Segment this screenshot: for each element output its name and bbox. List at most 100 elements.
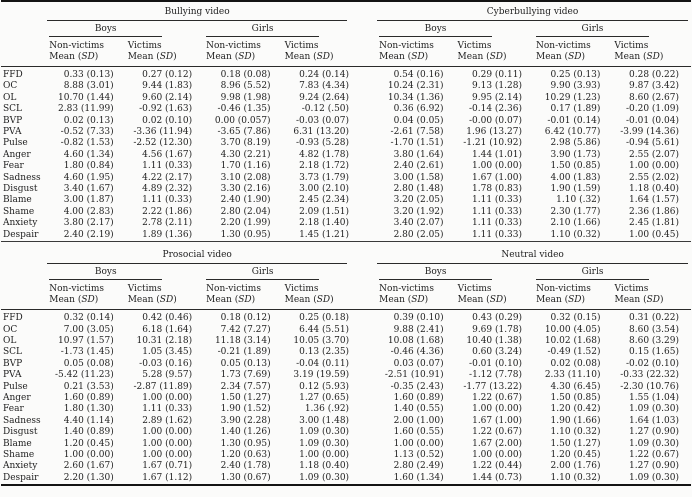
column-gap bbox=[361, 127, 377, 138]
value-cell: 1.22 (0.67) bbox=[472, 392, 523, 403]
value-cell: 1.60 (0.89) bbox=[63, 392, 114, 403]
table-row: FFD 0.32 (0.14) 0.42 (0.46) 0.18 (0.12) 0.25… bbox=[1, 310, 691, 325]
value-cell: 2.00 (1.76) bbox=[550, 461, 601, 472]
column-gap bbox=[361, 150, 377, 161]
value-cell: 2.20 (1.30) bbox=[63, 472, 114, 483]
table-row: Sadness 4.40 (1.14) 2.89 (1.62) 3.90 (2.28)… bbox=[1, 416, 691, 427]
value-cell: 3.19 (19.59) bbox=[293, 370, 350, 381]
column-header-row: Non-victims Mean (SD) Victims Mean (SD) No… bbox=[1, 37, 691, 67]
value-cell: 1.13 (0.52) bbox=[393, 449, 444, 460]
value-cell: 1.11 (0.33) bbox=[142, 161, 193, 172]
row-label: Pulse bbox=[3, 381, 28, 392]
value-cell: 3.70 (8.19) bbox=[220, 138, 271, 149]
value-cell: 1.67 (2.00) bbox=[472, 438, 523, 449]
table-row: OC 7.00 (3.05) 6.18 (1.64) 7.42 (7.27) 6.44 … bbox=[1, 325, 691, 336]
value-cell: -0.94 (5.61) bbox=[625, 138, 679, 149]
table-row: Fear 1.80 (0.84) 1.11 (0.33) 1.70 (1.16) 2.1… bbox=[1, 161, 691, 172]
value-cell: 1.70 (1.16) bbox=[220, 161, 271, 172]
value-cell: 3.00 (2.10) bbox=[299, 184, 350, 195]
column-gap bbox=[361, 1, 377, 21]
row-label: Anxiety bbox=[3, 461, 38, 472]
column-header-nonvictims: Non-victims Mean (SD) bbox=[204, 37, 283, 67]
value-cell: 10.40 (1.38) bbox=[466, 335, 523, 346]
column-header-nonvictims: Non-victims Mean (SD) bbox=[534, 280, 613, 311]
value-cell: 4.22 (2.17) bbox=[142, 172, 193, 183]
value-cell: 1.11 (0.33) bbox=[142, 404, 193, 415]
column-gap bbox=[361, 242, 377, 264]
value-cell: -0.00 (0.07) bbox=[468, 115, 522, 126]
column-header-row: Non-victims Mean (SD) Victims Mean (SD) No… bbox=[1, 280, 691, 311]
value-cell: -0.93 (5.28) bbox=[296, 138, 350, 149]
value-cell: 1.44 (1.01) bbox=[472, 149, 522, 160]
column-header-nonvictims: Non-victims Mean (SD) bbox=[204, 280, 283, 311]
value-cell: 1.18 (0.40) bbox=[299, 461, 350, 472]
column-header-nonvictims: Non-victims Mean (SD) bbox=[47, 37, 126, 67]
row-label: Despair bbox=[3, 472, 39, 483]
column-gap bbox=[361, 280, 378, 311]
column-gap bbox=[361, 104, 377, 115]
value-cell: 2.45 (2.34) bbox=[299, 195, 350, 206]
row-label: BVP bbox=[3, 358, 23, 369]
row-label: FFD bbox=[3, 70, 23, 80]
value-cell: 1.27 (0.90) bbox=[629, 427, 679, 438]
value-cell: -2.51 (10.91) bbox=[384, 370, 444, 381]
value-cell: 1.00 (0.00) bbox=[472, 404, 523, 415]
column-header-nonvictims: Non-victims Mean (SD) bbox=[533, 37, 613, 67]
value-cell: 2.18 (1.72) bbox=[299, 161, 350, 172]
value-cell: 1.60 (1.34) bbox=[393, 472, 444, 483]
value-cell: 1.80 (0.84) bbox=[63, 161, 114, 172]
column-gap bbox=[361, 264, 377, 280]
value-cell: 9.87 (3.42) bbox=[629, 81, 679, 92]
column-gap bbox=[361, 427, 377, 438]
table-row: Sadness 4.60 (1.95) 4.22 (2.17) 3.10 (2.08)… bbox=[1, 173, 691, 184]
value-cell: 1.67 (0.71) bbox=[142, 461, 193, 472]
row-label: Shame bbox=[3, 206, 35, 217]
value-cell: 0.00 (0.057) bbox=[214, 115, 271, 126]
value-cell: 7.00 (3.05) bbox=[63, 324, 114, 335]
table-row: Despair 2.40 (2.19) 1.89 (1.36) 1.30 (0.95)… bbox=[1, 230, 691, 242]
table-row: Disgust 3.40 (1.67) 4.89 (2.32) 3.30 (2.16)… bbox=[1, 184, 691, 195]
value-cell: 1.10 (0.32) bbox=[550, 427, 601, 438]
value-cell: 3.20 (2.05) bbox=[393, 195, 444, 206]
value-cell: 2.89 (1.62) bbox=[142, 415, 193, 426]
value-cell: 1.90 (1.59) bbox=[550, 184, 601, 195]
column-gap bbox=[361, 404, 377, 415]
table-row: Anxiety 2.60 (1.67) 1.67 (0.71) 2.40 (1.78)… bbox=[1, 461, 691, 472]
value-cell: 0.05 (0.13) bbox=[220, 358, 271, 369]
value-cell: 0.03 (0.07) bbox=[393, 358, 444, 369]
row-label: Sadness bbox=[3, 172, 41, 183]
value-cell: 0.18 (0.12) bbox=[220, 313, 271, 324]
value-cell: 4.00 (1.83) bbox=[550, 172, 601, 183]
value-cell: 0.54 (0.16) bbox=[393, 70, 444, 80]
value-cell: 2.98 (5.86) bbox=[550, 138, 601, 149]
value-cell: 3.10 (2.08) bbox=[220, 172, 271, 183]
row-label: Fear bbox=[3, 404, 24, 415]
value-cell: -1.12 (7.78) bbox=[469, 370, 523, 381]
row-label: Anger bbox=[3, 149, 31, 160]
value-cell: 1.40 (0.55) bbox=[393, 404, 444, 415]
value-cell: 2.00 (1.00) bbox=[393, 415, 444, 426]
table-row: OL 10.97 (1.57) 10.31 (2.18) 11.18 (3.14) 10… bbox=[1, 336, 691, 347]
group-title-prosocial: Prosocial video bbox=[47, 242, 361, 265]
row-label: SCL bbox=[3, 347, 23, 358]
value-cell: 5.28 (9.57) bbox=[142, 370, 193, 381]
boys-header: Boys bbox=[377, 264, 534, 281]
value-cell: 1.11 (0.33) bbox=[472, 206, 522, 217]
table-row: Despair 2.20 (1.30) 1.67 (1.12) 1.30 (0.67)… bbox=[1, 473, 691, 485]
value-cell: 0.12 (5.93) bbox=[299, 381, 350, 392]
value-cell: 0.42 (0.46) bbox=[142, 313, 193, 324]
value-cell: 1.11 (0.33) bbox=[472, 195, 522, 206]
column-gap bbox=[361, 473, 377, 485]
video-group-header-row: Bullying video Cyberbullying video bbox=[1, 1, 691, 21]
table-row: OC 8.88 (3.01) 9.44 (1.83) 8.96 (5.52) 7.83 … bbox=[1, 81, 691, 92]
value-cell: 1.40 (0.89) bbox=[63, 427, 114, 438]
table-row: Blame 1.20 (0.45) 1.00 (0.00) 1.30 (0.95) 1.… bbox=[1, 439, 691, 450]
column-gap bbox=[361, 93, 377, 104]
value-cell: 1.20 (0.45) bbox=[63, 438, 114, 449]
column-header-nonvictims: Non-victims Mean (SD) bbox=[47, 280, 126, 311]
value-cell: 2.40 (2.61) bbox=[393, 161, 444, 172]
table-row: Shame 4.00 (2.83) 2.22 (1.86) 2.80 (2.04) 2.… bbox=[1, 207, 691, 218]
row-label: Fear bbox=[3, 161, 24, 172]
boys-header: Boys bbox=[47, 21, 204, 37]
